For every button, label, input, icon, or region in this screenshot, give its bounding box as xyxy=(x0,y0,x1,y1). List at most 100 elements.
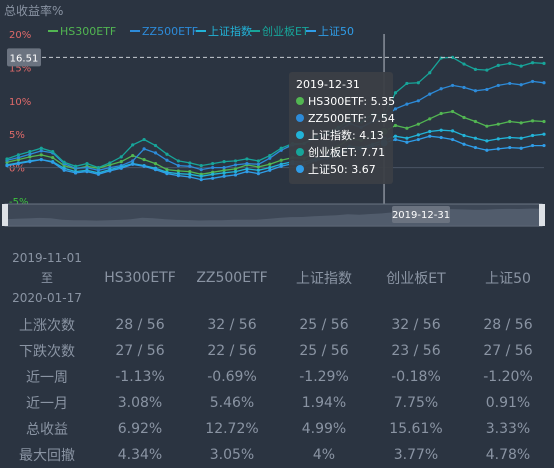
series-point xyxy=(165,152,169,156)
series-point xyxy=(268,153,272,158)
series-point xyxy=(131,159,135,163)
stats-row: 近一周 -1.13% -0.69% -1.29% -0.18% -1.20% xyxy=(0,364,554,390)
tooltip-box xyxy=(289,72,393,184)
tooltip-marker xyxy=(296,148,304,156)
series-point xyxy=(188,175,192,179)
chart-overlay: 16.51 xyxy=(7,34,544,212)
data-zoom-slider[interactable]: 2019-12-31 xyxy=(2,203,545,227)
series-point xyxy=(508,119,512,124)
series-point xyxy=(279,146,283,150)
series-point xyxy=(428,92,432,96)
series-point xyxy=(188,170,192,174)
series-point xyxy=(256,162,260,166)
legend-item[interactable]: HS300ETF xyxy=(60,25,116,38)
series-point xyxy=(405,102,409,106)
stat-value: 22 / 56 xyxy=(207,343,257,359)
series-point xyxy=(222,166,226,170)
series-point xyxy=(428,117,432,121)
series-point xyxy=(268,168,272,172)
series-point xyxy=(519,146,523,150)
series-point xyxy=(508,61,512,65)
series-point xyxy=(108,169,112,173)
series-point xyxy=(450,83,455,88)
series-point xyxy=(428,134,432,138)
series-point xyxy=(62,168,66,172)
stat-value: -0.69% xyxy=(207,369,257,385)
series-point xyxy=(508,135,512,140)
series-point xyxy=(508,145,512,150)
series-point xyxy=(211,161,215,166)
series-point xyxy=(142,157,146,162)
series-point xyxy=(496,137,500,141)
series-point xyxy=(485,87,489,92)
tooltip-sep: : xyxy=(363,112,370,125)
legend-item[interactable]: 创业板ET xyxy=(262,24,309,38)
series-point xyxy=(211,176,215,180)
series-point xyxy=(530,143,535,148)
series-point xyxy=(245,167,249,171)
series-point xyxy=(473,89,478,93)
series-point xyxy=(176,159,180,163)
series-point xyxy=(119,155,123,159)
series-point xyxy=(245,170,249,174)
stat-value: 27 / 56 xyxy=(115,343,165,359)
tooltip-item: HS300ETF: 5.35 xyxy=(308,95,395,108)
series-point xyxy=(176,169,180,173)
series-point xyxy=(450,137,455,142)
series-point xyxy=(176,163,180,168)
series-point xyxy=(462,142,466,146)
series-point xyxy=(450,109,455,114)
y-axis-title: 总收益率% xyxy=(4,3,63,18)
series-point xyxy=(85,166,89,170)
legend-item[interactable]: 上证指数 xyxy=(208,24,252,38)
column-header: 上证50 xyxy=(485,271,531,287)
series-point xyxy=(496,83,500,88)
series-point xyxy=(473,136,478,140)
series-point xyxy=(233,170,238,174)
series-point xyxy=(519,64,523,68)
series-point xyxy=(393,123,398,128)
range-start: 2019-11-01 xyxy=(12,251,82,265)
series-point xyxy=(5,157,9,161)
y-tick-label: 10% xyxy=(9,97,31,108)
series-point xyxy=(439,135,443,140)
slider-date-box xyxy=(392,206,450,223)
tooltip-sep: : xyxy=(344,163,351,176)
series-point xyxy=(85,161,89,166)
tooltip-series-value: 5.35 xyxy=(371,95,396,108)
stat-value: 4% xyxy=(312,447,336,463)
tooltip-series-value: 7.71 xyxy=(361,146,386,159)
series-point xyxy=(405,81,409,86)
series-point xyxy=(279,164,283,168)
tooltip-series-value: 3.67 xyxy=(351,163,376,176)
series-point xyxy=(119,166,123,170)
series-point xyxy=(416,137,420,142)
series-point xyxy=(131,153,135,158)
series-point xyxy=(245,157,249,161)
series-point xyxy=(530,79,535,84)
chart-legend[interactable]: HS300ETF ZZ500ETF 上证指数 创业板ET 上证50 xyxy=(48,24,354,38)
series-point xyxy=(39,146,43,150)
series-point xyxy=(485,68,489,72)
legend-item[interactable]: ZZ500ETF xyxy=(142,25,198,38)
returns-line-chart: 总收益率% HS300ETF ZZ500ETF 上证指数 创业板ET 上证50 20%1… xyxy=(2,3,546,227)
stats-table: 2019-11-01 至 2020-01-17 HS300ETF ZZ500ET… xyxy=(0,244,554,468)
series-point xyxy=(39,149,43,153)
series-point xyxy=(393,91,398,95)
series-point xyxy=(96,168,101,172)
series-point xyxy=(405,140,409,144)
series-point xyxy=(188,161,192,165)
stat-value: 23 / 56 xyxy=(391,343,441,359)
tooltip-marker xyxy=(296,114,304,122)
series-point xyxy=(199,178,203,182)
stat-value: 1.94% xyxy=(301,395,347,411)
row-label: 上涨次数 xyxy=(19,318,75,334)
series-point xyxy=(16,155,21,160)
series-point xyxy=(165,172,169,176)
stats-row: 总收益 6.92% 12.72% 4.99% 15.61% 3.33% xyxy=(0,416,554,442)
series-point xyxy=(268,166,272,170)
series-point xyxy=(233,173,238,177)
tooltip-series-name: 上证指数 xyxy=(308,128,352,142)
legend-item[interactable]: 上证50 xyxy=(318,25,354,38)
series-point xyxy=(462,133,466,138)
